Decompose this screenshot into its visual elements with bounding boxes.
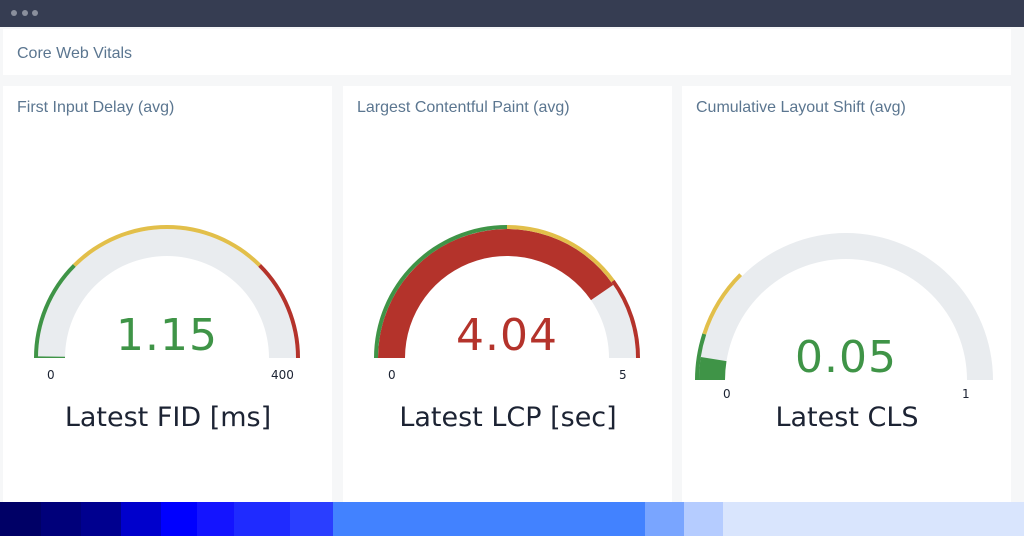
threshold-needs-improvement [702,273,743,335]
color-band-segment [723,502,1024,536]
gauge-value: 1.15 [116,310,218,361]
dashboard-header: Core Web Vitals [3,29,1011,75]
threshold-needs-improvement [507,225,615,283]
gauge-lcp [374,225,640,358]
gauge-caption: Latest LCP [sec] [399,402,617,433]
panel-title: Largest Contentful Paint (avg) [357,99,570,116]
gauge-min-label: 0 [47,368,55,382]
color-band-segment [41,502,81,536]
gauge-value-fill [38,356,66,358]
color-band-segment [333,502,645,536]
gauge-caption: Latest FID [ms] [64,402,272,433]
color-band-segment [81,502,121,536]
gauge-min-label: 0 [723,387,731,401]
color-band-segment [645,502,684,536]
color-band-segment [197,502,234,536]
panel-largest-contentful-paint: Largest Contentful Paint (avg) 4.04 0 5 … [343,86,672,502]
threshold-poor [611,279,640,358]
color-band-segment [684,502,723,536]
gauge-value: 0.05 [795,332,897,383]
threshold-needs-improvement [72,225,262,267]
gauge-min-label: 0 [388,368,396,382]
dashboard-title: Core Web Vitals [17,45,133,62]
panel-title: Cumulative Layout Shift (avg) [696,99,906,116]
color-band-segment [234,502,290,536]
gauge-cls [695,233,993,380]
threshold-poor [258,263,300,358]
gauge-max-label: 400 [271,368,294,382]
gauge-value-fill [699,357,727,380]
panel-cumulative-layout-shift: Cumulative Layout Shift (avg) 0.05 0 1 L… [682,86,1011,502]
panel-title: First Input Delay (avg) [17,99,175,116]
color-band-segment [161,502,197,536]
threshold-good [34,263,76,358]
window-control-dot-icon[interactable] [11,10,17,16]
window-titlebar [0,0,1024,27]
threshold-good [695,333,707,380]
window-control-dot-icon[interactable] [22,10,28,16]
gauge-track [38,229,296,358]
window-control-dot-icon[interactable] [32,10,38,16]
gauge-value-fill [378,229,614,358]
gauge-track [699,233,993,380]
color-band-segment [290,502,333,536]
color-band-segment [0,502,41,536]
color-band-segment [121,502,161,536]
panel-first-input-delay: First Input Delay (avg) 1.15 0 400 Lates… [3,86,332,502]
gauge-value: 4.04 [456,310,558,361]
gauge-fid [34,225,300,358]
gauge-caption: Latest CLS [775,402,919,433]
gauge-max-label: 1 [962,387,970,401]
gauge-max-label: 5 [619,368,627,382]
